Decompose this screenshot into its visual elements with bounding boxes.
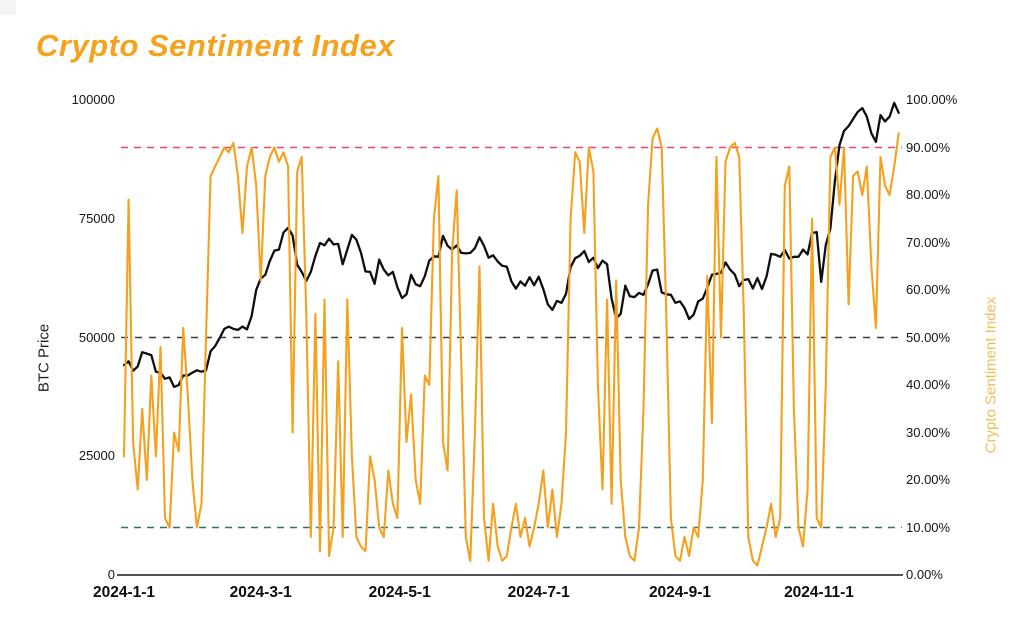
- x-axis-tick-label: 2024-11-1: [784, 584, 854, 601]
- right-axis-tick-label: 90.00%: [906, 139, 951, 155]
- x-axis-tick-label: 2024-5-1: [368, 584, 431, 601]
- right-axis-tick-label: 20.00%: [906, 472, 951, 487]
- x-axis-tick-label: 2024-1-1: [92, 584, 156, 601]
- x-axis-tick-label: 2024-9-1: [648, 584, 711, 601]
- crypto-sentiment-index-line: [122, 127, 900, 567]
- left-axis-tick-label: 50000: [78, 329, 115, 345]
- right-axis-tick-label: 50.00%: [906, 329, 951, 345]
- x-axis-tick-label: 2024-7-1: [507, 584, 570, 601]
- left-axis-tick-label: 75000: [78, 210, 115, 226]
- left-axis-tick-label: 0: [107, 567, 115, 582]
- right-axis-tick-label: 0.00%: [906, 567, 943, 582]
- window-corner-artifact: [0, 0, 16, 15]
- left-axis-tick-label: 100000: [71, 92, 115, 107]
- right-axis-tick-label: 70.00%: [906, 234, 951, 250]
- right-axis-tick-label: 100.00%: [906, 92, 958, 107]
- btc-price-line: [122, 101, 900, 389]
- right-axis-tick-label: 60.00%: [906, 282, 951, 297]
- right-axis-tick-label: 10.00%: [906, 519, 951, 535]
- x-axis-tick-label: 2024-3-1: [229, 584, 292, 601]
- left-axis-tick-label: 25000: [78, 448, 115, 464]
- right-axis-tick-label: 80.00%: [906, 187, 951, 202]
- chart-title: Crypto Sentiment Index: [36, 28, 395, 63]
- right-axis-tick-label: 40.00%: [906, 377, 951, 392]
- right-axis-tick-label: 30.00%: [906, 424, 951, 440]
